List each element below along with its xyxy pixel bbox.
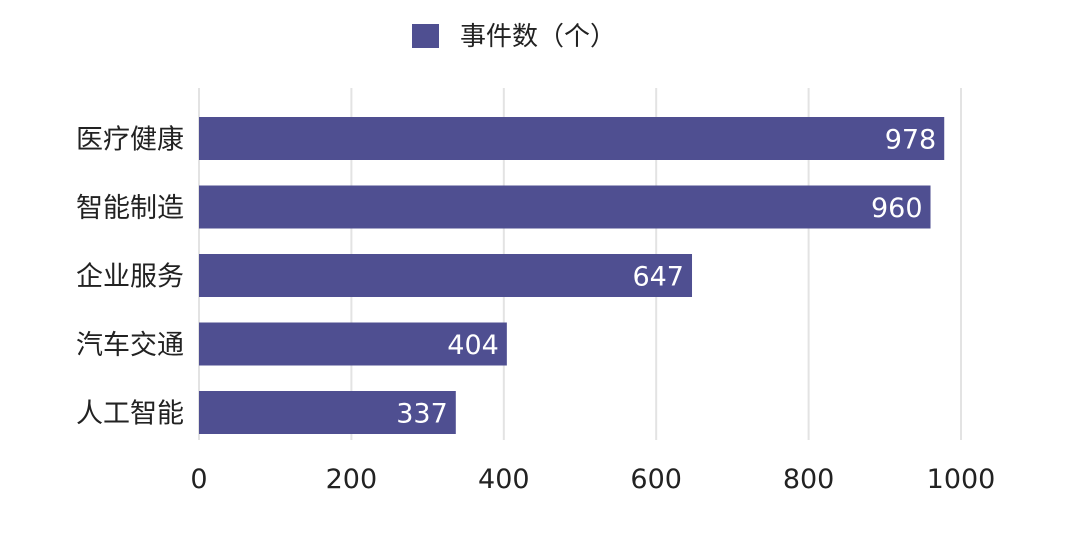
category-label: 人工智能 [76, 399, 184, 430]
bar [199, 391, 456, 434]
bar-value-label: 647 [632, 262, 684, 293]
legend-label: 事件数（个） [460, 22, 616, 52]
bar [199, 254, 693, 297]
bar-value-label: 960 [871, 193, 923, 224]
x-tick-label: 0 [190, 464, 207, 495]
category-label: 智能制造 [76, 193, 184, 224]
legend: 事件数（个） [412, 22, 616, 52]
bar [199, 117, 945, 160]
legend-swatch [412, 24, 439, 48]
x-tick-label: 200 [326, 464, 378, 495]
bar-value-label: 404 [447, 330, 499, 361]
category-label: 医疗健康 [76, 125, 184, 156]
value-axis: 0 200 400 600 800 1000 [190, 464, 995, 495]
bar-value-label: 337 [396, 399, 448, 430]
data-labels: 978 960 647 404 337 [396, 125, 936, 430]
x-tick-label: 400 [478, 464, 530, 495]
bars [199, 117, 945, 434]
category-label: 企业服务 [76, 262, 184, 293]
x-tick-label: 800 [783, 464, 835, 495]
bar [199, 185, 931, 229]
category-label: 汽车交通 [76, 330, 184, 361]
bar-value-label: 978 [885, 125, 937, 156]
x-tick-label: 600 [630, 464, 682, 495]
x-tick-label: 1000 [927, 464, 996, 495]
bar [199, 322, 507, 366]
